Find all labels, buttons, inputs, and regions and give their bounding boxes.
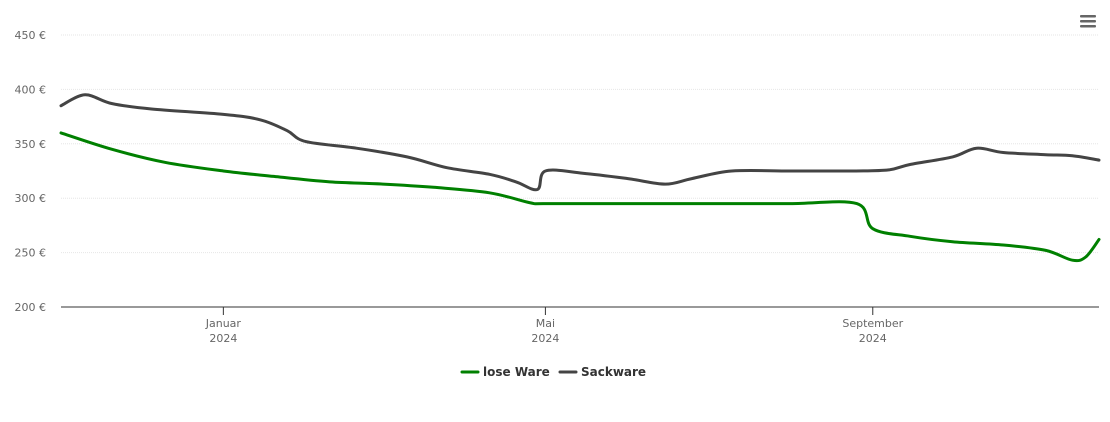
y-tick-label: 200 € (15, 301, 47, 314)
chart-menu-button[interactable] (1078, 12, 1098, 30)
series-line-sackware (59, 93, 1101, 192)
legend-item[interactable]: Sackware (558, 365, 646, 379)
hamburger-menu-icon (1080, 15, 1096, 28)
x-tick-sublabel: 2024 (531, 332, 559, 345)
x-tick-label: Mai (536, 317, 555, 330)
y-tick-label: 250 € (15, 247, 47, 260)
y-tick-label: 400 € (15, 83, 47, 96)
x-tick-sublabel: 2024 (209, 332, 237, 345)
y-tick-label: 300 € (15, 192, 47, 205)
x-tick-label: Januar (205, 317, 242, 330)
series-line-lose-ware (59, 131, 1101, 263)
x-tick-sublabel: 2024 (859, 332, 887, 345)
grid-lines (61, 34, 1099, 254)
x-axis-ticks: Januar 2024 Mai 2024 September 2024 (205, 307, 904, 345)
x-tick-label: September (842, 317, 903, 330)
legend-label: lose Ware (483, 365, 550, 379)
legend-label: Sackware (581, 365, 646, 379)
y-tick-label: 350 € (15, 138, 47, 151)
y-axis-ticks: 450 € 400 € 350 € 300 € 250 € 200 € (15, 29, 47, 314)
legend: lose Ware Sackware (460, 365, 646, 379)
legend-item[interactable]: lose Ware (460, 365, 550, 379)
series-lines (59, 93, 1101, 263)
y-tick-label: 450 € (15, 29, 47, 42)
